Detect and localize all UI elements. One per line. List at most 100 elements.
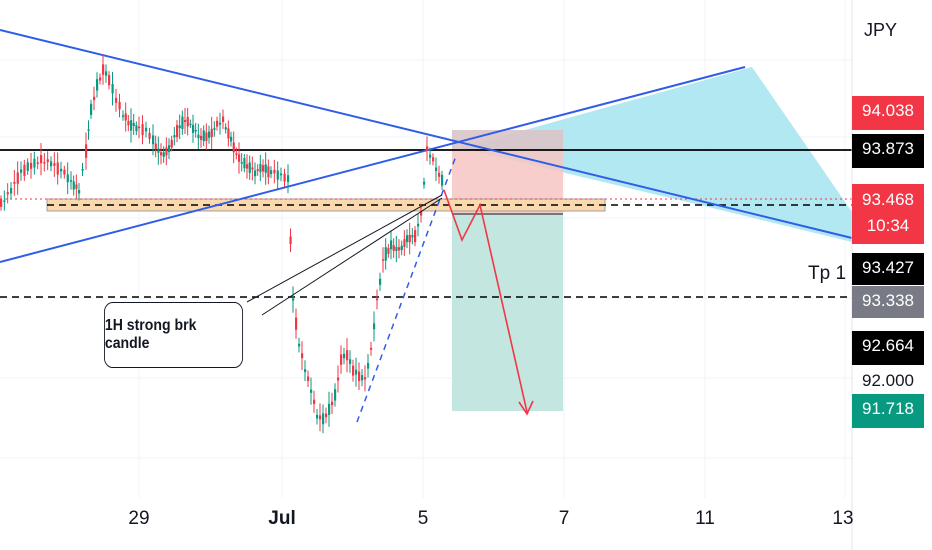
candle-body (111, 84, 114, 94)
candle-body (189, 123, 192, 126)
candle-body (16, 172, 19, 184)
position-shade (452, 130, 563, 150)
price-tag-label: 92.000 (862, 371, 914, 390)
candle-body (102, 64, 105, 75)
candle-body (181, 116, 184, 129)
candle-body (429, 154, 432, 158)
candle-body (81, 169, 84, 171)
candle-body (53, 163, 56, 166)
candle-body (210, 128, 213, 138)
x-tick-label: 13 (832, 508, 854, 529)
candle-body (148, 132, 151, 139)
price-tag: 94.038 (852, 96, 924, 130)
candle-body (367, 363, 370, 369)
price-tag: 92.000 (852, 366, 924, 394)
candle-body (165, 147, 168, 156)
candle-body (310, 389, 313, 393)
price-tag: 93.338 (852, 286, 924, 318)
candle-body (145, 127, 148, 132)
price-tag-label: 93.873 (862, 139, 914, 158)
candle-body (364, 377, 367, 380)
candle-body (426, 146, 429, 151)
candle-body (216, 120, 219, 127)
candle-body (355, 369, 358, 375)
candle-body (276, 170, 279, 180)
candle-body (90, 103, 93, 115)
candle-body (66, 174, 69, 183)
candle-body (441, 174, 444, 186)
candle-body (352, 365, 355, 376)
tp-label: Tp 1 (808, 263, 847, 284)
candle-body (382, 259, 385, 261)
candle-body (432, 157, 435, 162)
candle-body (173, 135, 176, 138)
dashed-trendline (356, 155, 457, 423)
candle-body (26, 162, 29, 171)
candle-body (20, 169, 23, 173)
candle-body (301, 353, 304, 359)
candle-body (96, 79, 99, 91)
candle-body (370, 347, 373, 350)
candle-body (325, 413, 328, 418)
candle-body (264, 164, 267, 173)
candle-body (295, 317, 298, 330)
candle-body (259, 163, 262, 173)
candle-body (176, 125, 179, 138)
price-tag-label: 93.468 (862, 190, 914, 209)
candle-body (238, 154, 241, 162)
countdown-label: 10:34 (866, 216, 910, 235)
candle-body (132, 123, 135, 126)
candle-body (337, 377, 340, 381)
candle-body (384, 247, 387, 261)
candle-body (138, 126, 141, 129)
candle-body (72, 181, 75, 190)
candle-body (346, 350, 349, 361)
candle-body (343, 353, 346, 359)
candle-body (423, 181, 426, 185)
candle-body (56, 162, 59, 175)
candle-body (200, 135, 203, 140)
x-tick-label: Jul (268, 508, 296, 529)
price-tag-label: 91.718 (862, 399, 914, 418)
candle-body (307, 376, 310, 381)
candle-body (105, 71, 108, 76)
candle-body (99, 77, 102, 81)
annotation-callout: 1H strong brk candle (104, 302, 244, 368)
projection-arrowhead (518, 400, 534, 416)
candle-body (127, 120, 130, 126)
candle-body (152, 135, 155, 145)
candle-body (6, 192, 9, 195)
candle-body (184, 120, 187, 122)
x-tick-label: 7 (558, 508, 570, 529)
candle-body (322, 413, 325, 425)
candle-body (78, 190, 81, 194)
currency-label: JPY (864, 20, 898, 40)
candle-body (331, 401, 334, 406)
candle-body (70, 180, 73, 182)
candle-body (222, 116, 225, 122)
candle-body (227, 128, 230, 139)
candle-body (240, 162, 243, 164)
candle-body (194, 129, 197, 132)
candle-body (50, 161, 53, 167)
take-profit-zone (452, 214, 563, 411)
candle-body (379, 278, 382, 285)
candle-body (373, 323, 376, 330)
candle-body (197, 134, 200, 139)
target-zone (460, 67, 852, 242)
candle-body (3, 200, 6, 202)
candle-body (141, 124, 144, 136)
price-tag-label: 94.038 (862, 101, 914, 120)
candle-body (154, 143, 157, 150)
candle-body (411, 235, 414, 238)
candle-body (248, 162, 251, 173)
descending-trendline (0, 29, 853, 239)
candle-body (224, 127, 227, 130)
candle-body (256, 169, 259, 171)
candle-body (178, 125, 181, 129)
candle-body (408, 234, 411, 243)
candle-body (376, 298, 379, 301)
candle-body (254, 170, 257, 177)
candle-body (270, 170, 273, 175)
